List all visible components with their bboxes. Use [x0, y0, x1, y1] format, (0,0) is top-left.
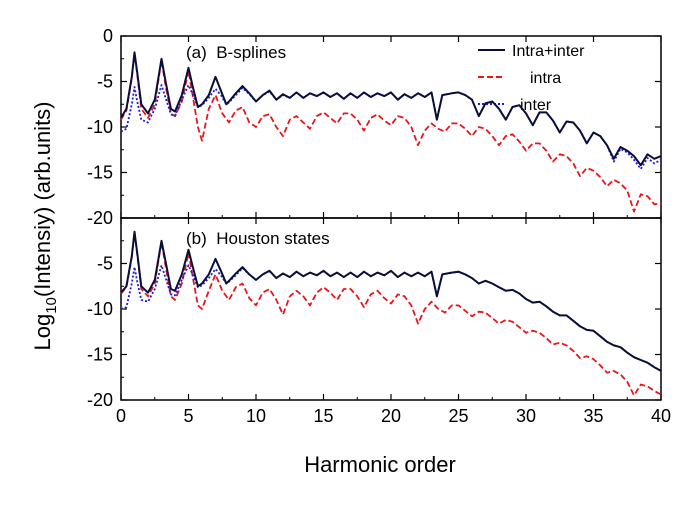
panel-b-series-intra-inter [120, 230, 662, 372]
panel-a-label: (a) B-splines [186, 43, 286, 62]
legend-label-intra-inter: Intra+inter [512, 43, 585, 60]
panel-b-series-intra [120, 231, 662, 397]
panel-a-y-tick-label: 0 [103, 26, 113, 46]
panel-a-y-tick-label: -15 [87, 163, 113, 183]
panel-a-y-tick-label: -20 [87, 208, 113, 228]
panel-b-y-tick-label: -5 [97, 254, 113, 274]
x-tick-label: 20 [381, 406, 401, 426]
legend-label-intra: intra [530, 70, 561, 87]
panel-b-y-tick-label: -20 [87, 390, 113, 410]
panel-b-y-tick-label: -15 [87, 345, 113, 365]
panel-a-y-tick-label: -5 [97, 72, 113, 92]
x-tick-label: 15 [313, 406, 333, 426]
plot-layer: 0-5-10-15-200 5 10 15 20 25 30 35 40-5-10-15-20 [87, 26, 671, 426]
panel-b-label: (b) Houston states [186, 229, 330, 248]
panel-b-y-tick-label: -10 [87, 299, 113, 319]
x-tick-label: 40 [651, 406, 671, 426]
x-tick-label: 25 [448, 406, 468, 426]
x-axis-title: Harmonic order [304, 452, 456, 477]
x-tick-label: 35 [583, 406, 603, 426]
panel-a-series-intra-inter [120, 51, 662, 167]
y-axis-title-rest: (Intensiy) (arb.units) [30, 101, 55, 297]
y-axis-title: Log10(Intensiy) (arb.units) [30, 101, 60, 350]
y-axis-title-subscript: 10 [43, 297, 60, 314]
panel-a-y-tick-label: -10 [87, 117, 113, 137]
x-tick-label: 30 [516, 406, 536, 426]
x-tick-label: 5 [183, 406, 193, 426]
legend: Intra+inter intra inter [478, 43, 585, 114]
legend-label-inter: inter [520, 97, 552, 114]
x-tick-label: 0 [116, 406, 126, 426]
x-tick-label: 10 [246, 406, 266, 426]
y-axis-title-main: Log [30, 314, 55, 351]
